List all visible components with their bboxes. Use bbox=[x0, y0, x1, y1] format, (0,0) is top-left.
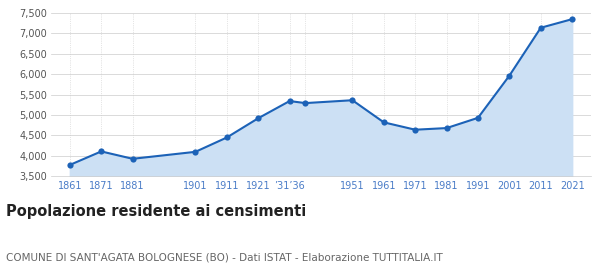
Point bbox=[347, 98, 357, 102]
Point bbox=[285, 99, 295, 103]
Point bbox=[410, 127, 420, 132]
Point bbox=[505, 73, 514, 78]
Point bbox=[442, 126, 451, 130]
Point bbox=[128, 157, 137, 161]
Text: COMUNE DI SANT'AGATA BOLOGNESE (BO) - Dati ISTAT - Elaborazione TUTTITALIA.IT: COMUNE DI SANT'AGATA BOLOGNESE (BO) - Da… bbox=[6, 252, 443, 262]
Point bbox=[97, 149, 106, 154]
Point bbox=[222, 135, 232, 140]
Point bbox=[536, 25, 545, 30]
Point bbox=[253, 116, 263, 120]
Point bbox=[568, 17, 577, 21]
Point bbox=[65, 163, 74, 167]
Text: Popolazione residente ai censimenti: Popolazione residente ai censimenti bbox=[6, 204, 306, 220]
Point bbox=[379, 120, 389, 125]
Point bbox=[301, 101, 310, 105]
Point bbox=[191, 150, 200, 154]
Point bbox=[473, 116, 483, 120]
